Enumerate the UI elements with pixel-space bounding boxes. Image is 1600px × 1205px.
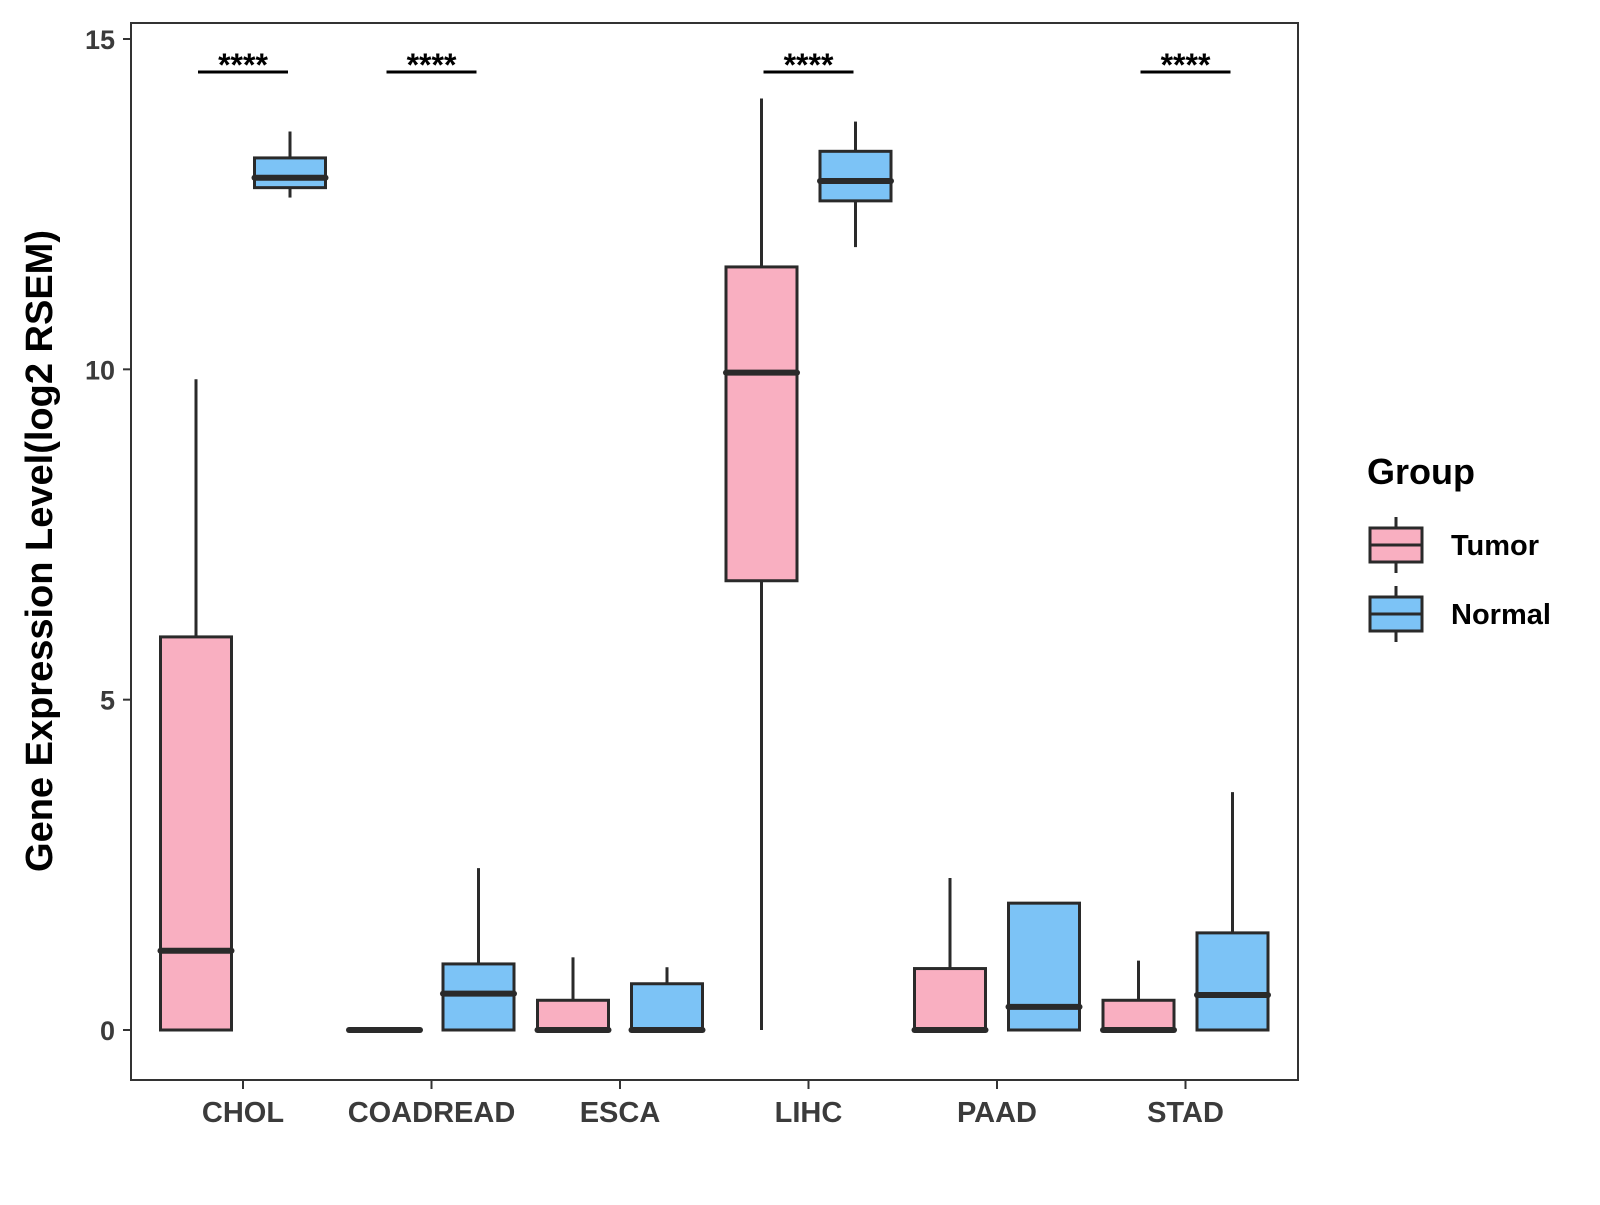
box-tumor-esca (534, 957, 612, 1033)
legend-entry-normal: Normal (1368, 586, 1551, 642)
x-tick-label-esca: ESCA (580, 1097, 661, 1129)
boxes-layer (157, 98, 1271, 1033)
box-normal-coadread (440, 868, 517, 1032)
box-tumor-stad (1100, 960, 1177, 1033)
x-tick-label-chol: CHOL (202, 1097, 284, 1129)
legend: Group Tumor Normal (1367, 451, 1551, 642)
plot-panel-border (130, 22, 1299, 1081)
box-body (913, 967, 987, 1032)
significance-chol: **** (198, 47, 288, 83)
y-axis: 0 5 10 15 (85, 25, 131, 1046)
significance-label: **** (218, 47, 268, 83)
y-tick-label: 5 (100, 686, 115, 716)
significance-label: **** (1161, 47, 1211, 83)
box-body (1195, 931, 1270, 1032)
y-tick-label: 0 (100, 1016, 115, 1046)
box-body (253, 156, 327, 190)
box-body (1101, 998, 1176, 1032)
y-tick-label: 10 (85, 355, 115, 385)
x-axis: CHOL COADREAD ESCA LIHC PAAD STAD (202, 1080, 1224, 1129)
box-normal-stad (1194, 792, 1271, 1032)
x-tick-label-lihc: LIHC (775, 1097, 843, 1129)
legend-label: Tumor (1451, 530, 1539, 562)
box-body (159, 635, 233, 1032)
legend-title: Group (1367, 451, 1475, 492)
box-tumor-coadread (346, 1027, 423, 1033)
box-normal-lihc (817, 121, 894, 248)
legend-label: Normal (1451, 599, 1551, 631)
significance-annotations: **** **** **** **** (198, 47, 1231, 83)
box-normal-chol (251, 131, 329, 198)
significance-label: **** (407, 47, 457, 83)
x-tick-label-stad: STAD (1147, 1097, 1224, 1129)
significance-coadread: **** (386, 47, 477, 83)
box-tumor-paad (911, 878, 989, 1033)
x-tick-label-coadread: COADREAD (348, 1097, 516, 1129)
box-body (536, 998, 610, 1032)
box-body (1007, 901, 1081, 1032)
box-tumor-chol (157, 379, 235, 1032)
box-body (441, 962, 516, 1032)
box-normal-esca (628, 967, 706, 1033)
box-normal-paad (1005, 901, 1083, 1032)
box-body (724, 265, 799, 583)
legend-entry-tumor: Tumor (1368, 517, 1539, 573)
y-axis-title: Gene Expression Level(log2 RSEM) (19, 230, 61, 872)
y-tick-label: 15 (85, 25, 115, 55)
x-tick-label-paad: PAAD (957, 1097, 1037, 1129)
significance-stad: **** (1140, 47, 1231, 83)
box-body (818, 149, 893, 203)
box-body (630, 982, 704, 1032)
significance-lihc: **** (763, 47, 854, 83)
box-tumor-lihc (723, 98, 800, 1030)
significance-label: **** (784, 47, 834, 83)
